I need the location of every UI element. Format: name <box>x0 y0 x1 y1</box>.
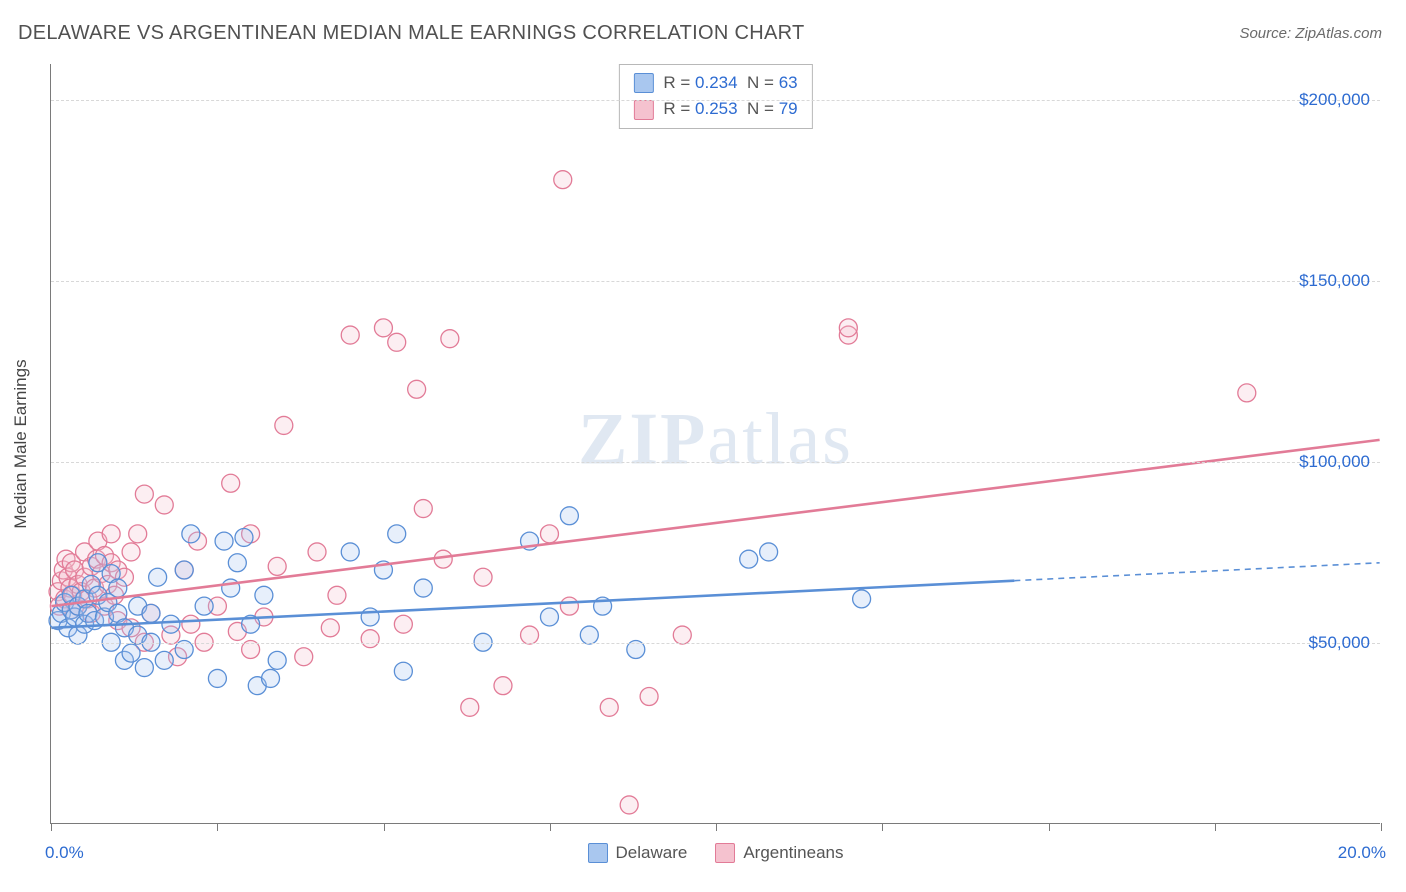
y-tick-label: $50,000 <box>1309 633 1370 653</box>
n-value-argentineans: 79 <box>779 99 798 118</box>
y-tick-label: $200,000 <box>1299 90 1370 110</box>
r-value-delaware: 0.234 <box>695 73 738 92</box>
scatter-chart: Median Male Earnings ZIPatlas R = 0.234 … <box>50 64 1380 824</box>
stats-legend: R = 0.234 N = 63 R = 0.253 N = 79 <box>618 64 812 129</box>
n-value-delaware: 63 <box>779 73 798 92</box>
swatch-delaware-bottom <box>588 843 608 863</box>
source-attribution: Source: ZipAtlas.com <box>1239 25 1382 42</box>
chart-title: DELAWARE VS ARGENTINEAN MEDIAN MALE EARN… <box>18 22 805 45</box>
legend-label-argentineans: Argentineans <box>743 843 843 863</box>
swatch-argentineans-bottom <box>715 843 735 863</box>
y-tick-label: $150,000 <box>1299 271 1370 291</box>
legend-label-delaware: Delaware <box>616 843 688 863</box>
x-axis-max-label: 20.0% <box>1338 843 1386 863</box>
y-tick-label: $100,000 <box>1299 452 1370 472</box>
swatch-argentineans <box>633 100 653 120</box>
legend-item-delaware: Delaware <box>588 843 688 863</box>
y-axis-label: Median Male Earnings <box>11 359 31 528</box>
r-value-argentineans: 0.253 <box>695 99 738 118</box>
bottom-legend: Delaware Argentineans <box>588 843 844 863</box>
plot-canvas <box>51 64 1380 823</box>
legend-item-argentineans: Argentineans <box>715 843 843 863</box>
swatch-delaware <box>633 73 653 93</box>
x-axis-min-label: 0.0% <box>45 843 84 863</box>
stats-row-delaware: R = 0.234 N = 63 <box>633 70 797 96</box>
